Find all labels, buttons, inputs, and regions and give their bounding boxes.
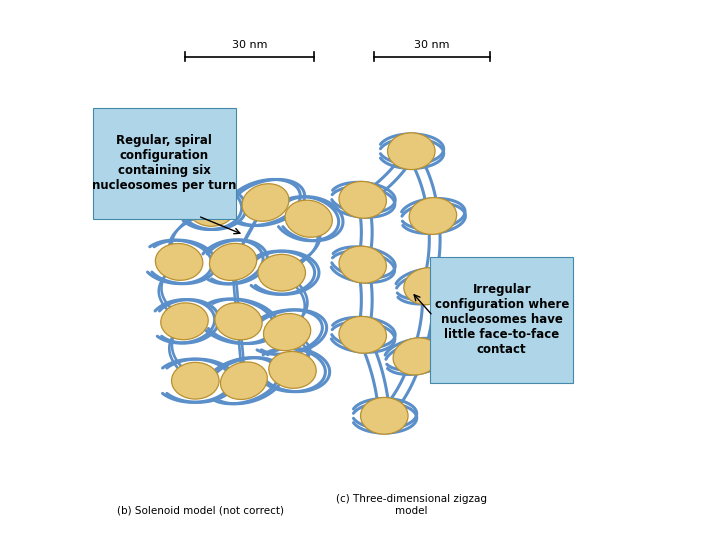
Ellipse shape <box>171 362 219 399</box>
Ellipse shape <box>264 314 311 350</box>
Ellipse shape <box>339 316 387 353</box>
Ellipse shape <box>387 133 435 170</box>
Ellipse shape <box>404 268 451 305</box>
Ellipse shape <box>258 254 305 291</box>
Ellipse shape <box>361 397 408 434</box>
Ellipse shape <box>393 338 441 375</box>
Ellipse shape <box>269 352 316 388</box>
Text: (c) Three-dimensional zigzag
model: (c) Three-dimensional zigzag model <box>336 494 487 516</box>
Ellipse shape <box>210 244 257 280</box>
Text: 30 nm: 30 nm <box>414 40 449 50</box>
Text: Irregular
configuration where
nucleosomes have
little face-to-face
contact: Irregular configuration where nucleosome… <box>435 284 569 356</box>
Ellipse shape <box>409 198 456 234</box>
Text: (b) Solenoid model (not correct): (b) Solenoid model (not correct) <box>117 505 284 516</box>
Ellipse shape <box>188 190 235 226</box>
Ellipse shape <box>339 181 387 218</box>
Text: Regular, spiral
configuration
containing six
nucleosomes per turn: Regular, spiral configuration containing… <box>92 134 236 192</box>
Ellipse shape <box>161 303 208 340</box>
Text: 30 nm: 30 nm <box>232 40 267 50</box>
Ellipse shape <box>242 184 289 221</box>
Ellipse shape <box>339 246 387 283</box>
Ellipse shape <box>156 244 203 280</box>
Ellipse shape <box>285 200 333 237</box>
FancyBboxPatch shape <box>93 108 236 219</box>
Ellipse shape <box>220 362 267 400</box>
FancyBboxPatch shape <box>431 256 573 383</box>
Ellipse shape <box>215 303 262 340</box>
